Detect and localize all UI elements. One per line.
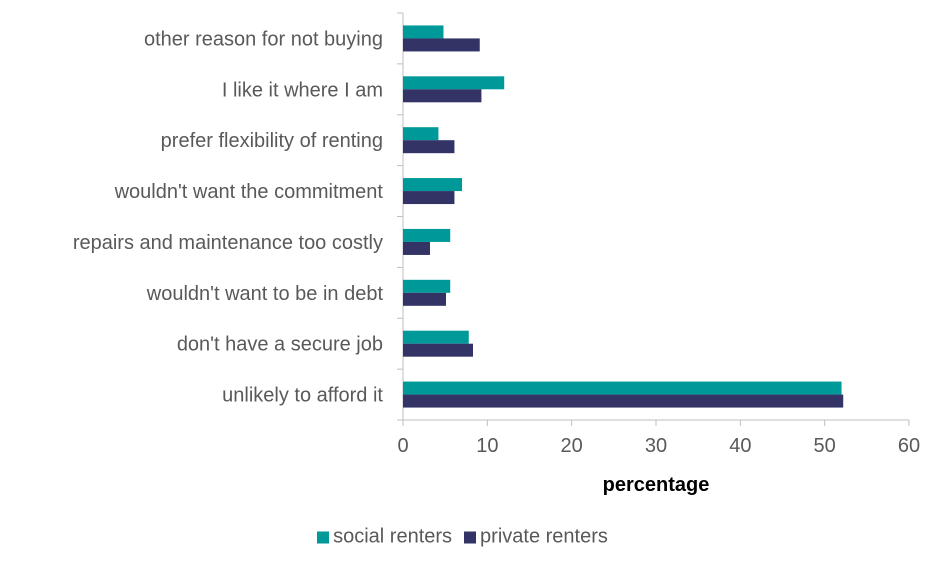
x-tick-label: 0 xyxy=(397,435,408,457)
category-label: wouldn't want the commitment xyxy=(114,181,384,203)
category-label: wouldn't want to be in debt xyxy=(146,283,384,305)
bar-private-7 xyxy=(403,394,844,408)
category-label: other reason for not buying xyxy=(144,28,383,50)
category-label: repairs and maintenance too costly xyxy=(73,232,383,254)
legend: social renters private renters xyxy=(0,526,925,549)
tick-labels: 0 10 20 30 40 50 60 xyxy=(397,435,920,457)
bar-social-6 xyxy=(403,330,469,344)
x-tick-label: 10 xyxy=(476,435,498,457)
bar-social-7 xyxy=(403,381,842,395)
bar-social-4 xyxy=(403,228,451,242)
legend-item-private-renters: private renters xyxy=(464,526,608,549)
legend-swatch-private-renters xyxy=(464,531,477,543)
x-tick-label: 40 xyxy=(729,435,751,457)
bar-social-2 xyxy=(403,127,439,141)
bar-private-5 xyxy=(403,292,447,306)
bars xyxy=(403,25,844,408)
bar-private-4 xyxy=(403,241,430,255)
x-tick-label: 50 xyxy=(814,435,836,457)
x-tick-label: 30 xyxy=(645,435,667,457)
x-axis-label: percentage xyxy=(603,474,710,496)
bar-private-1 xyxy=(403,89,482,103)
bar-private-2 xyxy=(403,140,455,154)
category-labels: other reason for not buying I like it whe… xyxy=(73,28,384,406)
axes xyxy=(397,12,910,426)
legend-label-private-renters: private renters xyxy=(480,525,608,548)
legend-item-social-renters: social renters xyxy=(317,526,452,549)
category-label: prefer flexibility of renting xyxy=(161,130,383,152)
bar-private-3 xyxy=(403,191,455,205)
category-label: unlikely to afford it xyxy=(222,385,383,407)
bar-social-0 xyxy=(403,25,444,39)
x-tick-label: 20 xyxy=(561,435,583,457)
bar-social-3 xyxy=(403,178,463,192)
bar-social-5 xyxy=(403,279,451,293)
legend-swatch-social-renters xyxy=(317,531,330,543)
category-label: I like it where I am xyxy=(222,79,383,101)
category-label: don't have a secure job xyxy=(177,334,383,356)
legend-label-social-renters: social renters xyxy=(333,525,453,548)
bar-private-6 xyxy=(403,343,473,357)
bar-private-0 xyxy=(403,38,480,52)
bar-social-1 xyxy=(403,76,505,90)
x-tick-label: 60 xyxy=(898,435,920,457)
